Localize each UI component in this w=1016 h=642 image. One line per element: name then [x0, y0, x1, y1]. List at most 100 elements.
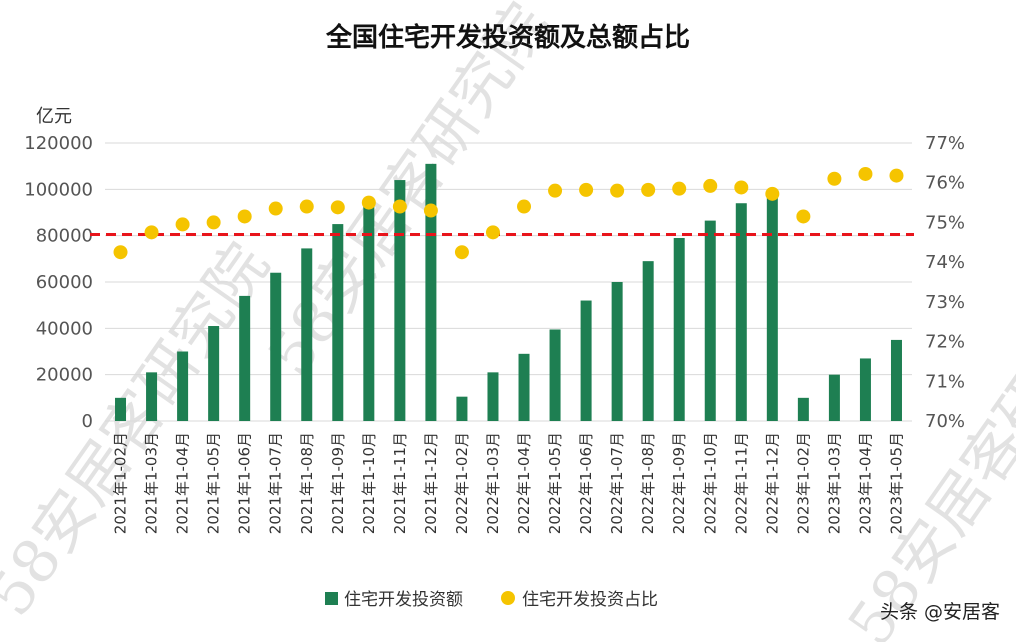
- bar: [735, 203, 747, 421]
- dot-point: [610, 183, 625, 198]
- dot-point: [299, 199, 314, 214]
- watermark-text: 58安居客研究院: [255, 0, 563, 389]
- dot-point: [765, 186, 780, 201]
- legend-bar-swatch: [325, 592, 338, 605]
- dot-point: [144, 225, 159, 240]
- x-tick-label: 2021年1-02月: [112, 432, 130, 534]
- x-tick-label: 2021年1-04月: [174, 432, 192, 534]
- x-tick-label: 2022年1-12月: [763, 432, 781, 534]
- bar: [642, 261, 654, 421]
- bar: [301, 248, 313, 421]
- legend-dot-swatch: [501, 591, 515, 605]
- x-tick-label: 2023年1-05月: [887, 432, 905, 534]
- x-tick-label: 2022年1-09月: [670, 432, 688, 534]
- y-left-tick-label: 120000: [24, 133, 93, 154]
- x-tick-label: 2023年1-03月: [825, 432, 843, 534]
- bar: [487, 372, 499, 421]
- bar-series: [115, 163, 902, 421]
- bar: [270, 272, 282, 421]
- x-tick-label: 2023年1-04月: [856, 432, 874, 534]
- y-axis-unit: 亿元: [36, 106, 72, 127]
- bar: [549, 329, 561, 421]
- y-left-tick-label: 20000: [36, 365, 93, 386]
- chart-title: 全国住宅开发投资额及总额占比: [325, 22, 690, 53]
- legend-bar-label: 住宅开发投资额: [344, 590, 463, 610]
- x-tick-label: 2022年1-06月: [577, 432, 595, 534]
- gridlines: [105, 142, 912, 422]
- y-left-tick-label: 0: [82, 411, 93, 432]
- dot-point: [423, 203, 438, 218]
- dot-point: [361, 195, 376, 210]
- x-tick-label: 2023年1-02月: [794, 432, 812, 534]
- x-tick-label: 2021年1-06月: [236, 432, 254, 534]
- dot-point: [206, 215, 221, 230]
- y-axis-right: 70% 71% 72% 73% 74% 75% 76% 77%: [925, 133, 965, 432]
- y-right-tick-label: 73%: [925, 292, 965, 313]
- dot-point: [454, 245, 469, 260]
- bar: [239, 295, 251, 421]
- y-right-tick-label: 70%: [925, 411, 965, 432]
- dot-point: [485, 225, 500, 240]
- dot-point: [548, 183, 563, 198]
- x-tick-label: 2021年1-03月: [143, 432, 161, 534]
- dot-point: [641, 182, 656, 197]
- bar: [859, 358, 871, 421]
- bar: [332, 224, 344, 421]
- y-axis-left: 0 20000 40000 60000 80000 100000 120000: [24, 133, 93, 432]
- x-tick-label: 2021年1-05月: [205, 432, 223, 534]
- dot-point: [858, 166, 873, 181]
- dot-point: [889, 168, 904, 183]
- dot-point: [175, 217, 190, 232]
- y-right-tick-label: 76%: [925, 173, 965, 194]
- x-tick-label: 2021年1-12月: [422, 432, 440, 534]
- x-axis-labels: 2021年1-02月 2021年1-03月 2021年1-04月 2021年1-05月…: [112, 432, 906, 534]
- bar: [890, 339, 902, 421]
- x-tick-label: 2022年1-05月: [546, 432, 564, 534]
- y-right-tick-label: 72%: [925, 332, 965, 353]
- dot-point: [237, 209, 252, 224]
- x-tick-label: 2021年1-08月: [298, 432, 316, 534]
- bar: [580, 300, 592, 421]
- brand-tag: 头条 @安居客: [880, 601, 1000, 623]
- x-tick-label: 2022年1-03月: [484, 432, 502, 534]
- bar: [146, 372, 158, 421]
- dot-point: [579, 182, 594, 197]
- x-tick-label: 2022年1-08月: [639, 432, 657, 534]
- bar: [797, 397, 809, 421]
- dot-point: [517, 199, 532, 214]
- x-tick-label: 2022年1-11月: [732, 432, 750, 534]
- bar: [704, 220, 716, 421]
- x-tick-label: 2022年1-10月: [701, 432, 719, 534]
- dot-point: [796, 209, 811, 224]
- bar: [673, 237, 685, 421]
- legend: 住宅开发投资额 住宅开发投资占比: [325, 590, 658, 610]
- bar: [208, 326, 220, 421]
- y-left-tick-label: 40000: [36, 318, 93, 339]
- bar: [611, 282, 623, 421]
- x-tick-label: 2021年1-10月: [360, 432, 378, 534]
- dot-point: [703, 178, 718, 193]
- y-right-tick-label: 77%: [925, 133, 965, 154]
- y-right-tick-label: 74%: [925, 252, 965, 273]
- bar: [115, 397, 127, 421]
- x-tick-label: 2022年1-04月: [515, 432, 533, 534]
- dot-point: [672, 181, 687, 196]
- x-tick-label: 2021年1-07月: [267, 432, 285, 534]
- dot-point: [392, 199, 407, 214]
- x-tick-label: 2021年1-09月: [329, 432, 347, 534]
- y-left-tick-label: 100000: [24, 179, 93, 200]
- y-left-tick-label: 60000: [36, 272, 93, 293]
- dot-series: [113, 166, 904, 260]
- y-right-tick-label: 71%: [925, 371, 965, 392]
- bar: [456, 396, 468, 421]
- bar: [518, 353, 530, 421]
- dot-point: [268, 201, 283, 216]
- bar: [177, 351, 189, 421]
- dot-point: [734, 180, 749, 195]
- x-tick-label: 2022年1-02月: [453, 432, 471, 534]
- legend-dot-label: 住宅开发投资占比: [522, 590, 658, 610]
- y-left-tick-label: 80000: [36, 226, 93, 247]
- bar: [766, 195, 778, 421]
